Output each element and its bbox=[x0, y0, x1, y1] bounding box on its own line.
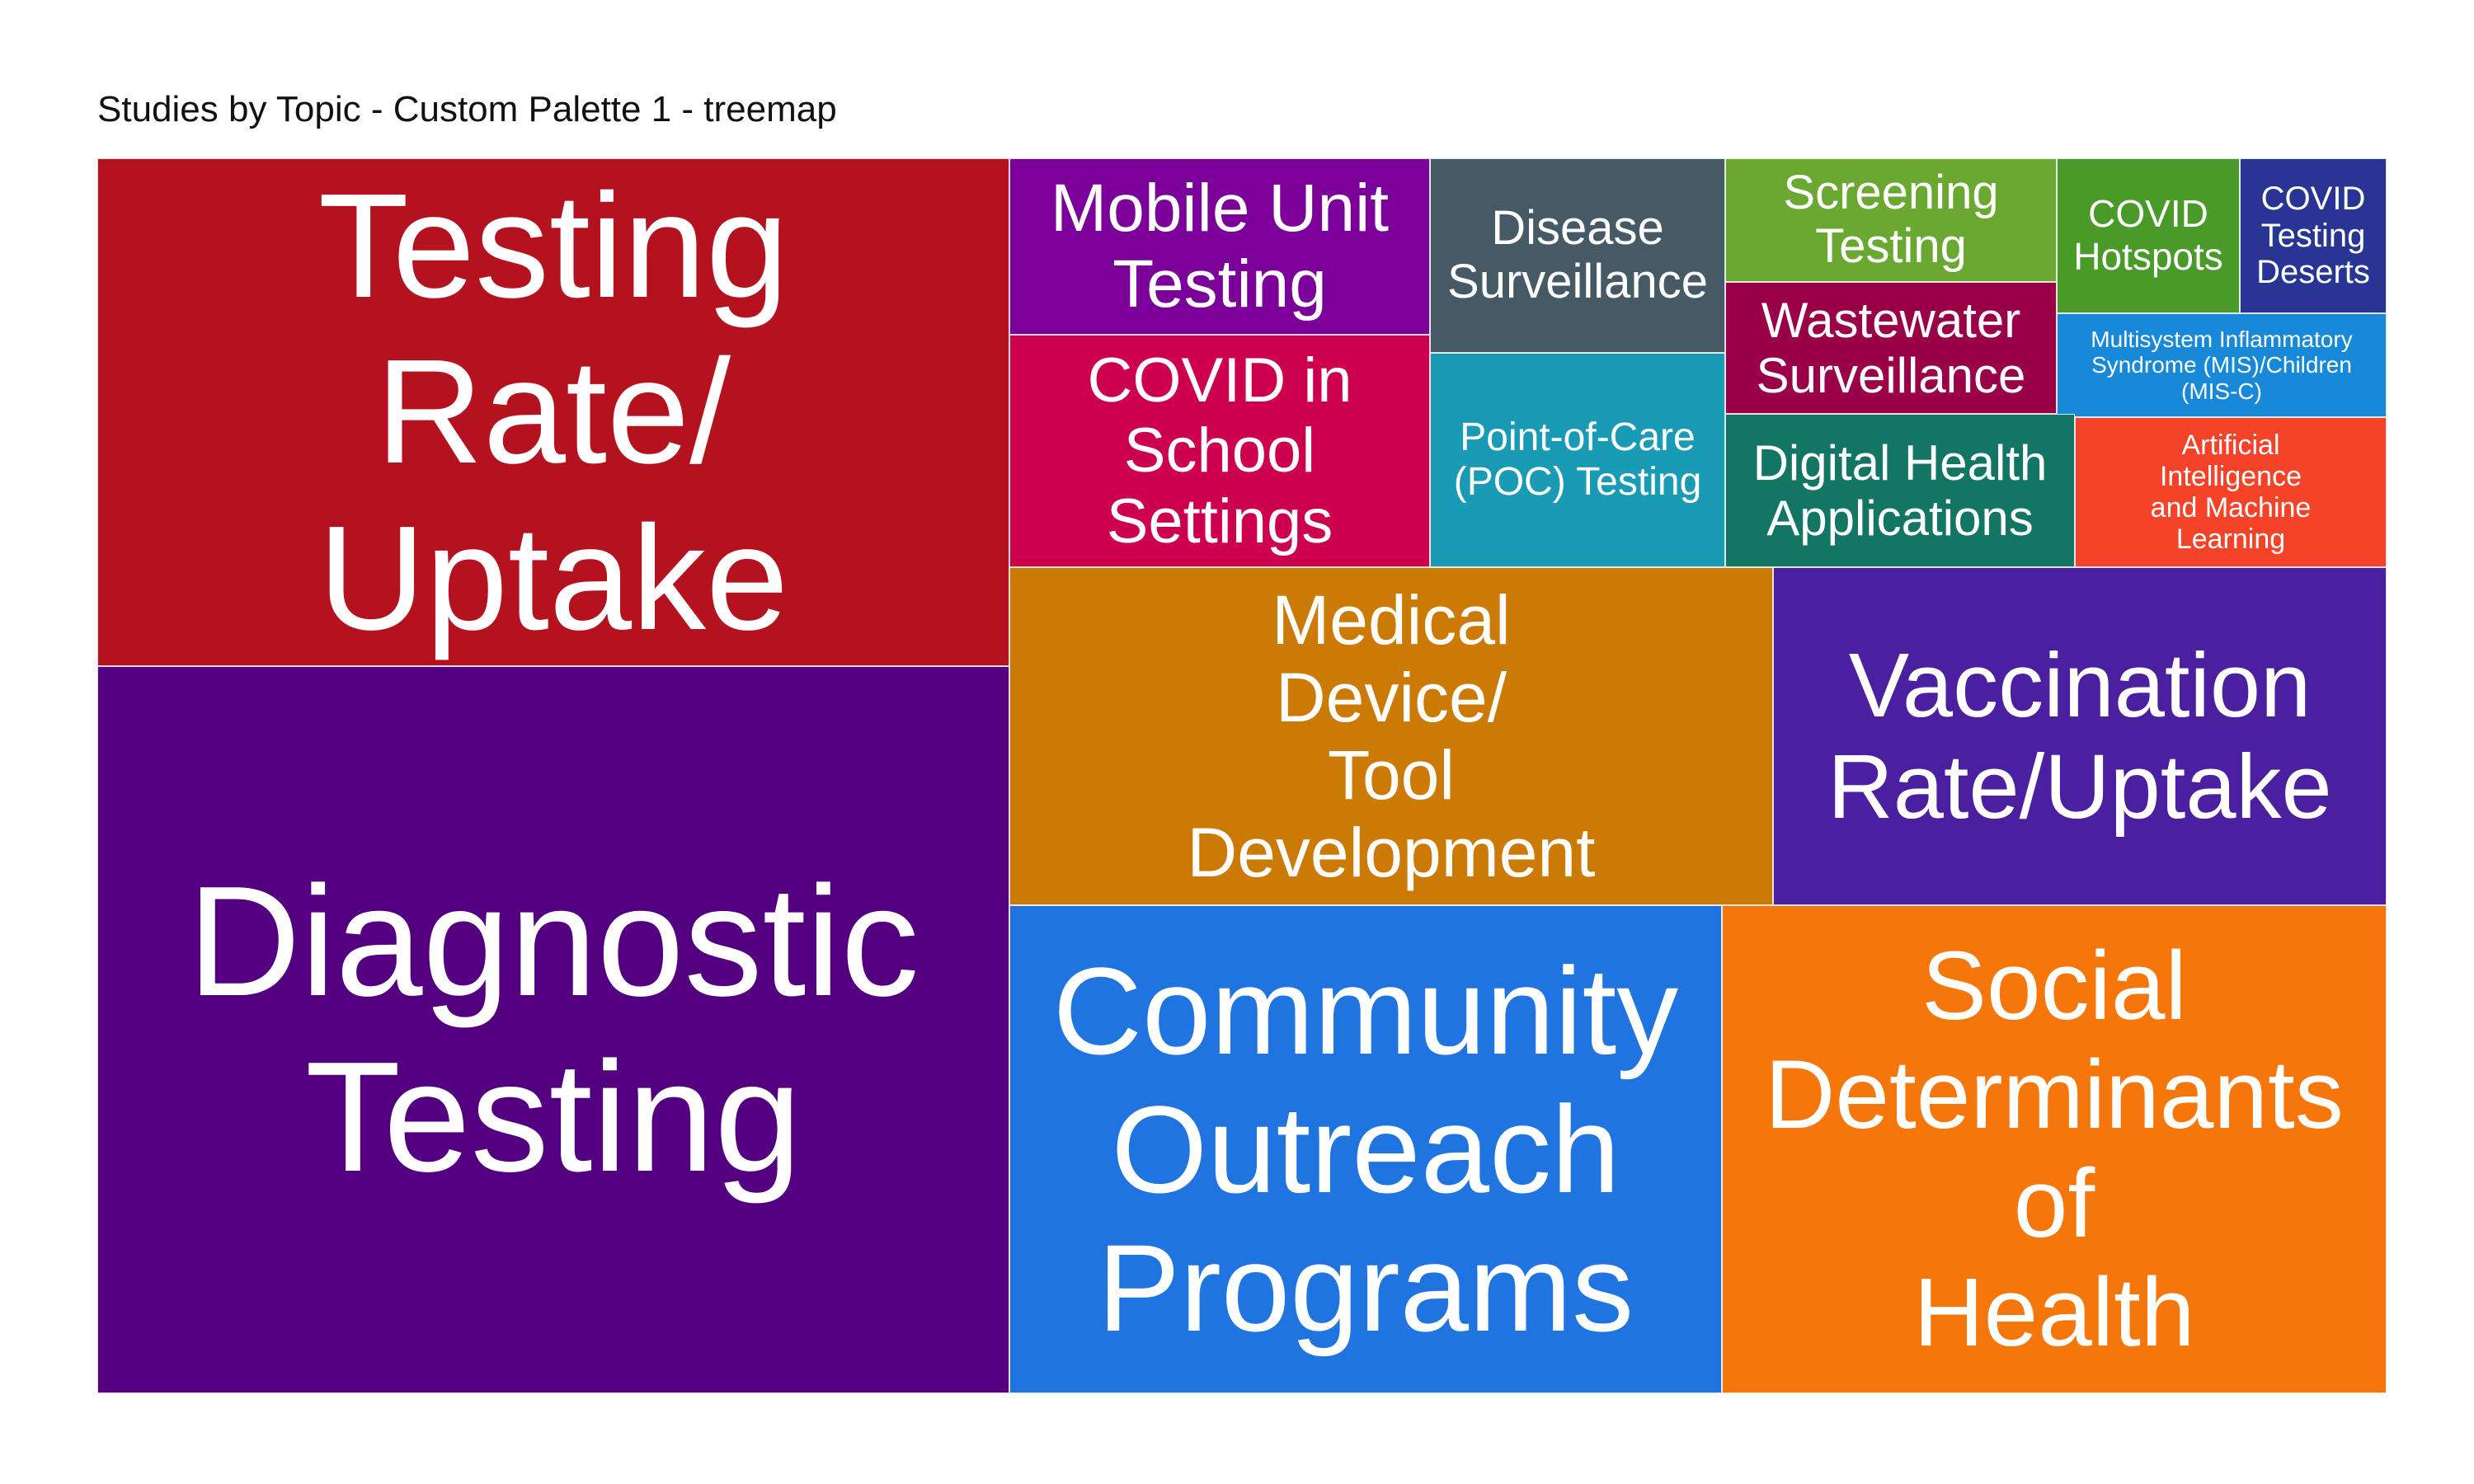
treemap-tile: Digital Health Applications bbox=[1725, 414, 2075, 567]
treemap-tile: Testing Rate/ Uptake bbox=[97, 158, 1009, 666]
treemap-tile: Medical Device/ Tool Development bbox=[1009, 567, 1773, 905]
treemap-tile: Diagnostic Testing bbox=[97, 666, 1009, 1393]
tile-label: COVID Testing Deserts bbox=[2256, 180, 2370, 291]
treemap-tile: Disease Surveillance bbox=[1430, 158, 1725, 353]
tile-label: Point-of-Care (POC) Testing bbox=[1453, 416, 1702, 504]
tile-label: Wastewater Surveillance bbox=[1756, 292, 2026, 403]
tile-label: Screening Testing bbox=[1783, 166, 1999, 273]
tile-label: Artificial Intelligence and Machine Lear… bbox=[2150, 429, 2312, 556]
treemap-tile: Artificial Intelligence and Machine Lear… bbox=[2075, 417, 2387, 567]
tile-label: COVID in School Settings bbox=[1087, 345, 1352, 556]
tile-label: Multisystem Inflammatory Syndrome (MIS)/… bbox=[2091, 326, 2353, 404]
tile-label: Digital Health Applications bbox=[1752, 434, 2048, 546]
treemap-tile: Point-of-Care (POC) Testing bbox=[1430, 353, 1725, 567]
tile-label: Disease Surveillance bbox=[1447, 201, 1708, 308]
treemap-tile: COVID Hotspots bbox=[2057, 158, 2240, 313]
tile-label: COVID Hotspots bbox=[2073, 192, 2223, 278]
treemap-tile: Screening Testing bbox=[1725, 158, 2057, 282]
treemap-tile: Community Outreach Programs bbox=[1009, 905, 1722, 1393]
tile-label: Testing Rate/ Uptake bbox=[317, 162, 789, 661]
treemap-tile: Vaccination Rate/Uptake bbox=[1773, 567, 2387, 905]
treemap: Testing Rate/ Uptake Diagnostic Testing Mo… bbox=[97, 158, 2387, 1393]
treemap-tile: COVID Testing Deserts bbox=[2240, 158, 2387, 313]
treemap-tile: Mobile Unit Testing bbox=[1009, 158, 1430, 335]
tile-label: Diagnostic Testing bbox=[187, 854, 920, 1205]
treemap-tile: COVID in School Settings bbox=[1009, 335, 1430, 567]
chart-title: Studies by Topic - Custom Palette 1 - tr… bbox=[97, 89, 837, 129]
treemap-tile: Social Determinants of Health bbox=[1722, 905, 2387, 1393]
tile-label: Vaccination Rate/Uptake bbox=[1827, 634, 2332, 838]
tile-label: Medical Device/ Tool Development bbox=[1187, 580, 1596, 892]
tile-label: Mobile Unit Testing bbox=[1050, 171, 1390, 322]
treemap-tile: Wastewater Surveillance bbox=[1725, 282, 2057, 414]
treemap-tile: Multisystem Inflammatory Syndrome (MIS)/… bbox=[2057, 313, 2387, 417]
tile-label: Community Outreach Programs bbox=[1052, 942, 1679, 1357]
tile-label: Social Determinants of Health bbox=[1765, 931, 2344, 1368]
